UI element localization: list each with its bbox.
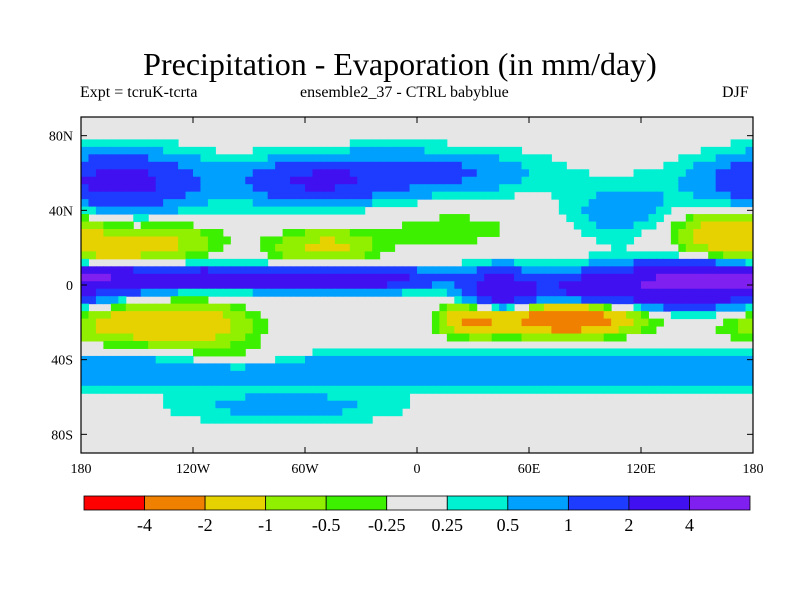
x-tick-label: 120E [626, 462, 656, 477]
colorbar-swatch [689, 495, 751, 511]
experiment-label: Expt = tcruK-tcrta [80, 84, 198, 101]
x-tick-label: 180 [743, 462, 764, 477]
field-cells [81, 139, 754, 424]
y-tick-label: 0 [66, 279, 73, 294]
x-tick-label: 180 [71, 462, 92, 477]
colorbar-swatch [83, 495, 145, 511]
x-tick-label: 60W [291, 462, 319, 477]
y-tick-label: 40N [49, 204, 73, 219]
colorbar-label: -0.5 [312, 515, 341, 535]
colorbar-swatch [204, 495, 267, 511]
x-tick-label: 120W [176, 462, 211, 477]
season-label: DJF [722, 84, 749, 101]
colorbar-label: 2 [624, 515, 633, 535]
colorbar-swatch [446, 495, 509, 511]
colorbar-label: 4 [685, 515, 694, 535]
colorbar-swatch [507, 495, 569, 511]
colorbar-swatch [144, 495, 206, 511]
colorbar-label: -1 [258, 515, 273, 535]
y-tick-label: 80S [51, 428, 73, 443]
colorbar-swatch [628, 495, 690, 511]
x-tick-label: 0 [414, 462, 421, 477]
colorbar-swatch [265, 495, 327, 511]
colorbar-swatch [325, 495, 388, 511]
colorbar-label: -0.25 [368, 515, 406, 535]
colorbar-swatch [567, 495, 630, 511]
colorbar-label: 1 [564, 515, 573, 535]
colorbar-label: 0.5 [497, 515, 520, 535]
x-tick-label: 60E [518, 462, 541, 477]
colorbar-label: -2 [198, 515, 213, 535]
colorbar-label: 0.25 [432, 515, 464, 535]
ensemble-label: ensemble2_37 - CTRL babyblue [300, 84, 509, 101]
y-tick-label: 40S [51, 354, 73, 369]
colorbar-label: -4 [137, 515, 152, 535]
y-tick-label: 80N [49, 130, 73, 145]
chart-title: Precipitation - Evaporation (in mm/day) [143, 46, 657, 82]
colorbar-swatch [386, 495, 448, 511]
